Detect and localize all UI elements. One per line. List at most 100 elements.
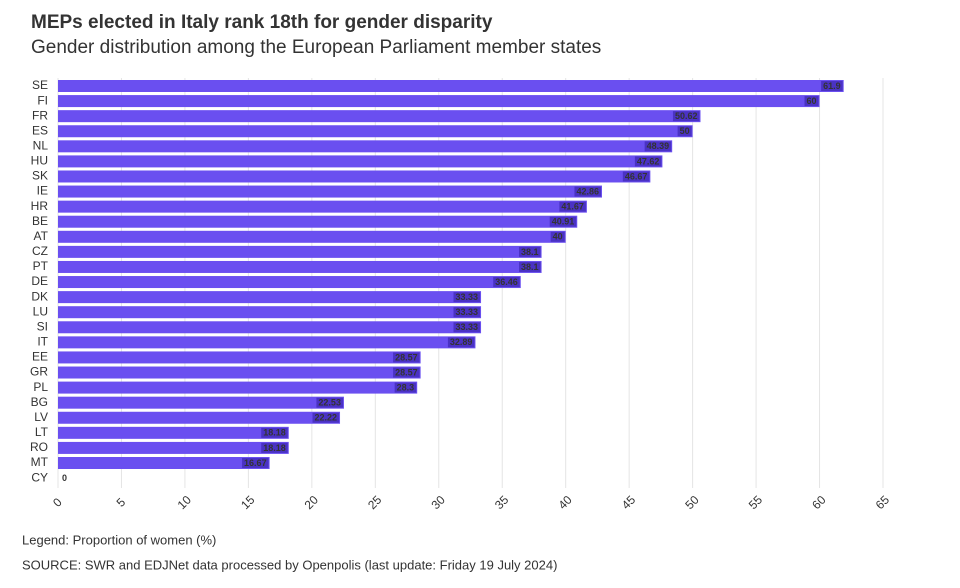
y-tick-label: ES: [32, 123, 48, 137]
value-label-bg: [316, 397, 343, 408]
x-tick-label: 10: [175, 493, 195, 513]
y-tick-label: IT: [37, 335, 48, 349]
bar: [58, 260, 542, 273]
y-tick-label: MT: [31, 455, 49, 469]
x-tick-label: 40: [555, 493, 575, 513]
value-label-bg: [493, 277, 520, 288]
x-tick-label: 30: [429, 493, 449, 513]
value-label: 50: [680, 126, 690, 136]
x-tick-label: 5: [114, 495, 129, 510]
bar: [58, 155, 663, 168]
bar: [58, 396, 344, 409]
value-label-bg: [550, 231, 565, 242]
y-tick-label: LT: [35, 425, 49, 439]
y-tick-label: FI: [37, 93, 48, 107]
value-label-bg: [261, 427, 288, 438]
y-tick-label: EE: [32, 350, 48, 364]
y-tick-label: CZ: [32, 244, 48, 258]
bar: [58, 351, 421, 364]
bar: [58, 441, 289, 454]
x-tick-label: 65: [873, 493, 893, 513]
y-tick-label: HU: [31, 154, 48, 168]
value-label: 61.9: [823, 81, 841, 91]
value-label-bg: [672, 111, 700, 122]
bar: [58, 80, 844, 92]
value-label-bg: [453, 307, 481, 318]
chart-title: MEPs elected in Italy rank 18th for gend…: [31, 12, 493, 33]
y-tick-label: HR: [31, 199, 49, 213]
value-label: 46.67: [625, 171, 648, 181]
value-label-bg: [394, 382, 417, 393]
value-label: 33.33: [456, 307, 479, 317]
value-label-bg: [519, 246, 541, 257]
value-label-bg: [677, 126, 692, 137]
value-label: 18.18: [263, 428, 286, 438]
value-label: 50.62: [675, 111, 698, 121]
y-tick-label: DK: [31, 289, 48, 303]
value-label-bg: [312, 412, 340, 423]
value-label: 40: [553, 232, 563, 242]
value-label-bg: [622, 171, 650, 182]
value-label-bg: [447, 337, 475, 348]
y-tick-label: PL: [33, 380, 48, 394]
value-label-bg: [453, 292, 481, 303]
bar: [58, 245, 542, 258]
bar: [58, 381, 418, 394]
value-label: 41.67: [561, 202, 584, 212]
bar: [58, 306, 482, 319]
value-label: 40.91: [552, 217, 575, 227]
value-label: 33.33: [456, 322, 479, 332]
y-tick-label: IE: [37, 184, 48, 198]
value-label-bg: [574, 186, 601, 197]
value-label-bg: [393, 352, 420, 363]
value-label: 32.89: [450, 337, 473, 347]
value-label-bg: [634, 156, 662, 167]
value-label: 18.18: [263, 443, 286, 453]
y-tick-label: LU: [33, 304, 48, 318]
bar: [58, 215, 578, 228]
value-label: 36.46: [495, 277, 518, 287]
y-tick-label: PT: [33, 259, 49, 273]
value-label: 16.67: [244, 458, 267, 468]
value-label-bg: [519, 261, 541, 272]
bar: [58, 170, 651, 183]
bar: [58, 291, 482, 304]
chart-subtitle: Gender distribution among the European P…: [31, 37, 601, 58]
y-tick-label: GR: [30, 365, 48, 379]
bar: [58, 321, 482, 334]
value-label-bg: [453, 322, 481, 333]
value-label: 38.1: [521, 247, 539, 257]
bar: [58, 125, 693, 138]
value-label: 0: [62, 473, 67, 483]
value-label: 28.57: [395, 352, 418, 362]
bar: [58, 95, 820, 108]
y-tick-label: DE: [31, 274, 48, 288]
x-tick-label: 15: [238, 493, 258, 513]
y-tick-label: AT: [34, 229, 49, 243]
bar: [58, 140, 673, 153]
y-tick-label: FR: [32, 108, 48, 122]
y-tick-label: SK: [32, 169, 48, 183]
x-tick-label: 60: [809, 493, 829, 513]
value-label: 48.39: [647, 141, 670, 151]
bar: [58, 411, 341, 424]
value-label-bg: [393, 367, 420, 378]
value-label: 60: [807, 96, 817, 106]
value-label-bg: [549, 216, 577, 227]
y-tick-label: CY: [31, 470, 48, 484]
bar: [58, 366, 421, 379]
value-label-bg: [242, 458, 269, 468]
bar: [58, 200, 587, 213]
bar: [58, 276, 521, 289]
bar: [58, 110, 701, 123]
x-tick-label: 50: [682, 493, 702, 513]
y-tick-label: RO: [30, 440, 48, 454]
value-label-bg: [804, 96, 819, 107]
value-label-bg: [559, 201, 586, 212]
value-label: 38.1: [521, 262, 539, 272]
legend-text: Legend: Proportion of women (%): [22, 532, 216, 547]
value-label: 47.62: [637, 156, 660, 166]
x-tick-label: 55: [746, 493, 766, 513]
y-tick-label: SE: [32, 78, 48, 92]
